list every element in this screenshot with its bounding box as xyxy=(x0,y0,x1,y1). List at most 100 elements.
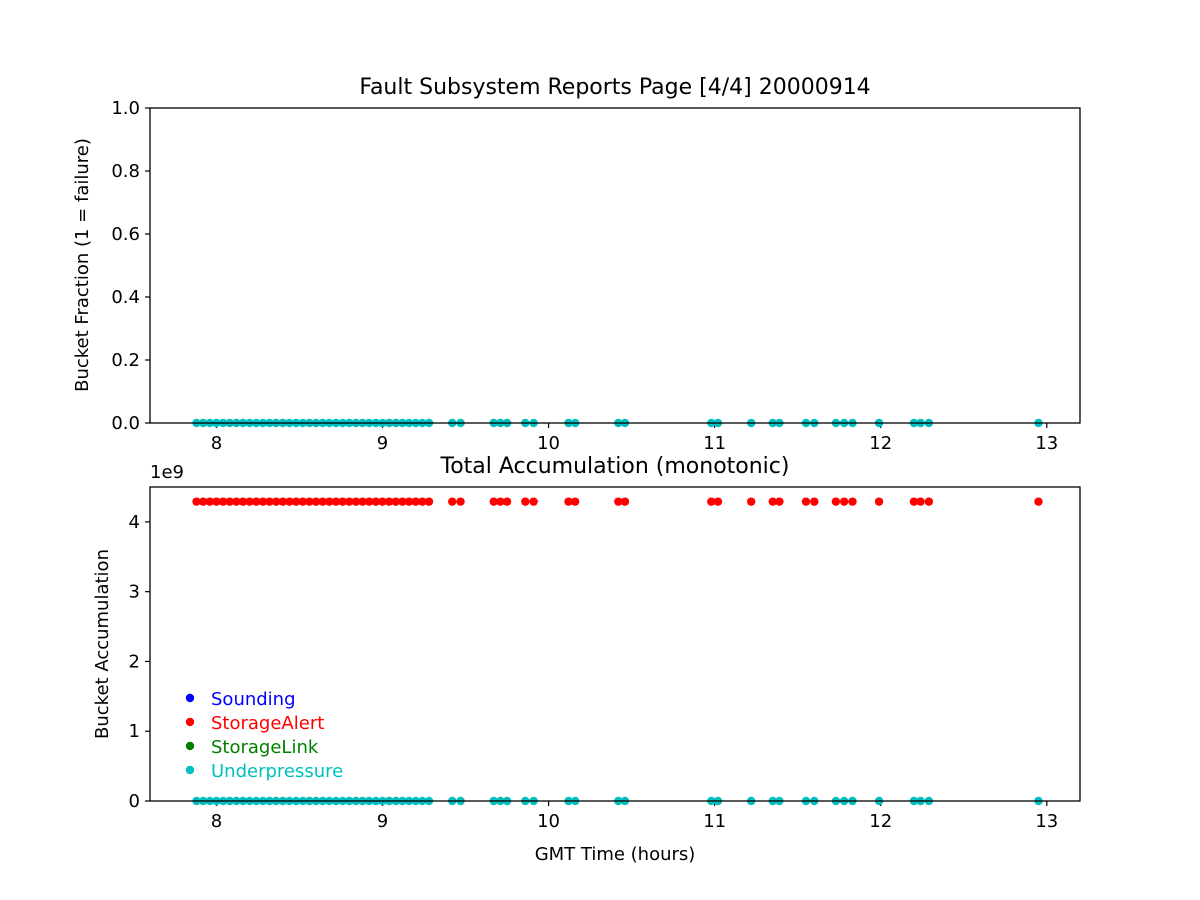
bottom-point-storagealert xyxy=(391,497,400,506)
bottom-point-storagealert xyxy=(620,497,630,506)
bottom-point-storagealert xyxy=(398,497,407,506)
legend-label-storagealert: StorageAlert xyxy=(211,713,324,734)
bottom-point-storagealert xyxy=(839,497,849,506)
bottom-x-tick-label: 8 xyxy=(211,811,222,832)
bottom-y-tick-label: 4 xyxy=(129,512,140,533)
top-x-tick-label: 13 xyxy=(1035,433,1058,454)
bottom-point-storagealert xyxy=(365,497,374,506)
bottom-point-storagealert xyxy=(614,497,623,506)
bottom-point-storagealert xyxy=(351,497,361,506)
bottom-point-storagealert xyxy=(305,497,314,506)
top-y-axis-label: Bucket Fraction (1 = failure) xyxy=(72,138,93,392)
bottom-point-storagealert xyxy=(768,497,777,506)
legend: Sounding StorageAlert StorageLink Underpres… xyxy=(185,689,343,782)
bottom-y-ticks: 0 1 2 3 4 xyxy=(129,512,150,812)
legend-label-underpressure: Underpressure xyxy=(211,761,343,782)
bottom-point-storagealert xyxy=(338,497,347,506)
legend-marker-underpressure xyxy=(185,765,195,775)
bottom-point-storagealert xyxy=(521,497,530,506)
bottom-point-storagealert xyxy=(874,497,884,506)
legend-label-storagelink: StorageLink xyxy=(211,737,319,758)
bottom-x-tick-label: 9 xyxy=(377,811,388,832)
bottom-point-storagealert xyxy=(775,497,784,506)
bottom-point-storagealert xyxy=(502,497,512,506)
bottom-point-storagealert xyxy=(331,497,341,506)
bottom-point-storagealert xyxy=(418,497,427,506)
bottom-point-storagealert xyxy=(252,497,261,506)
bottom-point-storagealert xyxy=(238,497,248,506)
top-x-tick-label: 12 xyxy=(869,433,892,454)
bottom-point-storagealert xyxy=(278,497,288,506)
bottom-x-ticks: 8 9 10 11 12 13 xyxy=(211,801,1058,832)
bottom-panel: Total Accumulation (monotonic) 1e9 Bucke… xyxy=(92,454,1081,865)
bottom-x-tick-label: 13 xyxy=(1035,811,1058,832)
top-axes-frame xyxy=(149,107,1081,424)
bottom-point-storagealert xyxy=(258,497,268,506)
bottom-axes-frame xyxy=(149,486,1081,802)
legend-marker-storagealert xyxy=(185,717,195,727)
bottom-point-storagealert xyxy=(325,497,334,506)
bottom-point-storagealert xyxy=(707,497,716,506)
bottom-point-storagealert xyxy=(924,497,934,506)
top-y-tick-label: 0.2 xyxy=(111,350,140,371)
bottom-point-storagealert xyxy=(225,497,234,506)
bottom-point-storagealert xyxy=(384,497,394,506)
bottom-point-storagealert xyxy=(564,497,573,506)
bottom-point-storagealert xyxy=(212,497,221,506)
bottom-point-storagealert xyxy=(291,497,301,506)
legend-marker-storagelink xyxy=(185,741,195,751)
bottom-point-storagealert xyxy=(218,497,228,506)
bottom-point-storagealert xyxy=(198,497,208,506)
bottom-y-axis-label: Bucket Accumulation xyxy=(92,549,113,739)
bottom-y-tick-label: 1 xyxy=(129,721,140,742)
bottom-point-storagealert xyxy=(529,497,538,506)
bottom-point-storagealert xyxy=(810,497,819,506)
top-y-ticks: 0.0 0.2 0.4 0.6 0.8 1.0 xyxy=(111,98,150,434)
bottom-point-storagealert xyxy=(713,497,723,506)
bottom-point-storagealert xyxy=(298,497,307,506)
bottom-point-storagealert xyxy=(1034,497,1043,506)
top-chart-title: Fault Subsystem Reports Page [4/4] 20000… xyxy=(359,75,870,100)
bottom-point-storagealert xyxy=(801,497,811,506)
bottom-point-storagealert xyxy=(378,497,387,506)
top-x-tick-label: 9 xyxy=(377,433,388,454)
bottom-point-storagealert xyxy=(746,497,756,506)
bottom-point-storagealert xyxy=(265,497,274,506)
bottom-point-storagealert xyxy=(205,497,214,506)
bottom-point-storagealert xyxy=(448,497,457,506)
bottom-point-storagealert xyxy=(345,497,354,506)
bottom-point-storagealert xyxy=(358,497,367,506)
top-y-tick-label: 0.6 xyxy=(111,224,140,245)
bottom-point-storagealert xyxy=(424,497,434,506)
bottom-plot-points xyxy=(192,497,1043,806)
legend-marker-sounding xyxy=(185,693,195,703)
bottom-point-storagealert xyxy=(318,497,327,506)
bottom-point-storagealert xyxy=(489,497,498,506)
bottom-x-tick-label: 12 xyxy=(869,811,892,832)
bottom-point-storagealert xyxy=(831,497,841,506)
bottom-x-tick-label: 11 xyxy=(703,811,726,832)
bottom-point-storagealert xyxy=(245,497,254,506)
top-y-tick-label: 1.0 xyxy=(111,98,140,119)
bottom-point-storagealert xyxy=(192,497,201,506)
legend-label-sounding: Sounding xyxy=(211,689,296,710)
bottom-point-storagealert xyxy=(232,497,241,506)
bottom-point-storagealert xyxy=(311,497,321,506)
top-y-tick-label: 0.0 xyxy=(111,413,140,434)
top-panel: Fault Subsystem Reports Page [4/4] 20000… xyxy=(72,75,1081,454)
bottom-y-tick-label: 0 xyxy=(129,791,140,812)
top-x-tick-label: 10 xyxy=(537,433,560,454)
bottom-point-storagealert xyxy=(909,497,919,506)
bottom-point-storagealert xyxy=(404,497,414,506)
top-x-tick-label: 11 xyxy=(703,433,726,454)
bottom-y-tick-label: 2 xyxy=(129,651,140,672)
bottom-point-storagealert xyxy=(411,497,420,506)
bottom-point-storagealert xyxy=(570,497,580,506)
bottom-point-storagealert xyxy=(285,497,294,506)
bottom-x-tick-label: 10 xyxy=(537,811,560,832)
bottom-point-storagealert xyxy=(496,497,505,506)
bottom-x-axis-label: GMT Time (hours) xyxy=(535,844,696,865)
bottom-y-tick-label: 3 xyxy=(129,582,140,603)
bottom-chart-title: Total Accumulation (monotonic) xyxy=(440,454,790,479)
